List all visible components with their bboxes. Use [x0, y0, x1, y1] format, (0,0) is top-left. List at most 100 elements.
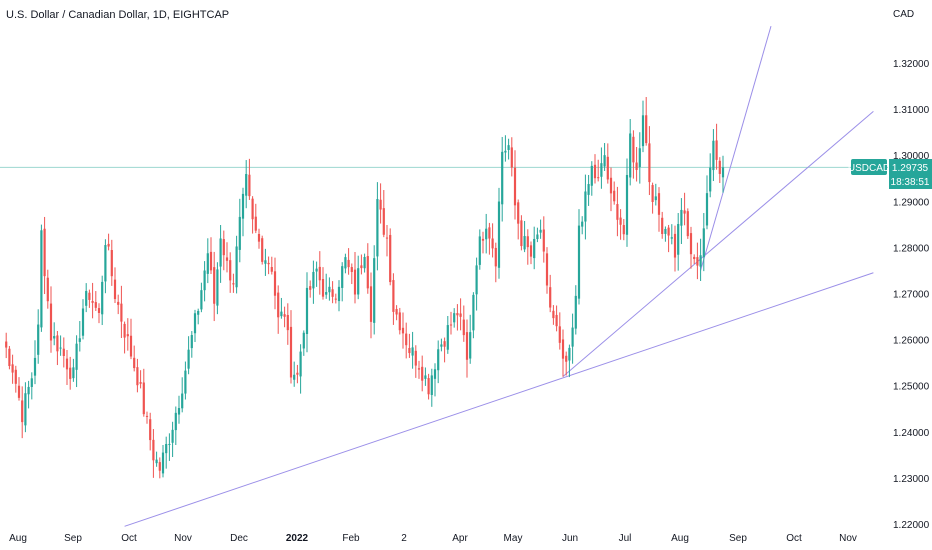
x-tick-label: May [504, 533, 523, 544]
candle [59, 335, 62, 356]
candle [417, 360, 421, 379]
candle [357, 255, 360, 300]
candle [622, 219, 625, 241]
candle [494, 242, 497, 283]
candle [549, 274, 552, 313]
candle [632, 130, 635, 179]
candle [465, 319, 469, 378]
candle [117, 294, 120, 315]
trendline[interactable] [124, 272, 874, 527]
candle [216, 262, 219, 315]
candle [238, 198, 241, 263]
candle [590, 161, 593, 196]
candle [491, 223, 494, 258]
candle [641, 100, 645, 153]
candle [315, 261, 318, 287]
candle [209, 237, 213, 274]
trendline-layer[interactable] [124, 25, 874, 527]
candle [558, 312, 561, 350]
candle [40, 224, 43, 332]
candle [241, 187, 245, 237]
y-tick-label: 1.31000 [893, 105, 930, 116]
candle [539, 219, 542, 239]
candle [395, 305, 398, 321]
candle [427, 373, 430, 400]
candle [382, 190, 385, 238]
candle [197, 308, 200, 325]
candle [53, 322, 56, 346]
candle [523, 220, 526, 253]
candle [651, 182, 654, 214]
candle [11, 354, 14, 384]
candle [299, 344, 302, 394]
candle [600, 147, 603, 189]
candle [27, 380, 30, 409]
candle [581, 216, 584, 235]
candle [273, 257, 277, 310]
candle [533, 226, 536, 270]
candle [245, 160, 248, 209]
candle [689, 226, 693, 269]
candle [190, 331, 193, 358]
time-axis[interactable]: Aug Sep Oct Nov Dec 2022 Feb 2 Apr May Jun Jul Aug Se… [9, 533, 857, 544]
candle [254, 203, 257, 234]
x-tick-label: Dec [230, 533, 248, 544]
candle [145, 411, 149, 424]
y-tick-label: 1.26000 [893, 336, 930, 347]
trendline[interactable] [700, 25, 772, 271]
candle [65, 349, 69, 386]
y-tick-label: 1.25000 [893, 382, 930, 393]
candle [526, 229, 529, 265]
candle [88, 289, 91, 308]
candle [657, 187, 661, 232]
candle [574, 285, 577, 335]
candle [344, 253, 347, 274]
candle [609, 167, 613, 212]
candle [699, 238, 702, 281]
candle [104, 239, 107, 294]
candle [712, 129, 715, 182]
y-tick-label: 1.32000 [893, 59, 930, 70]
candle [555, 305, 558, 332]
candle [715, 123, 718, 170]
candle [430, 368, 433, 407]
candle [401, 312, 405, 349]
candle [101, 275, 104, 326]
candle [248, 158, 251, 200]
candle [481, 231, 485, 254]
candle [235, 235, 238, 294]
candle [257, 228, 261, 249]
candle [277, 285, 280, 334]
candle [152, 429, 155, 478]
candle [193, 309, 197, 342]
price-axis[interactable]: 1.32000 1.31000 1.30000 1.29000 1.28000 1.270… [893, 59, 930, 531]
candle [513, 150, 517, 220]
candle [405, 322, 408, 359]
x-tick-label: 2022 [286, 533, 309, 544]
candle [421, 355, 424, 392]
candle [283, 306, 286, 328]
candle [229, 252, 232, 293]
candle [497, 187, 501, 279]
trendline[interactable] [562, 111, 874, 377]
candle [510, 137, 513, 177]
candle [446, 315, 449, 354]
candle [440, 338, 443, 352]
candle [139, 370, 142, 389]
x-tick-label: Sep [64, 533, 82, 544]
candle [177, 395, 181, 424]
candle [353, 251, 357, 304]
candle [261, 235, 264, 265]
candle [696, 242, 699, 280]
candle [350, 263, 353, 285]
last-price-badge-bg [889, 159, 932, 189]
candle [97, 303, 101, 324]
x-tick-label: 2 [401, 533, 407, 544]
candle [360, 254, 363, 275]
candle [43, 216, 46, 295]
x-tick-label: Oct [121, 533, 137, 544]
x-tick-label: Sep [729, 533, 747, 544]
candle [219, 225, 222, 283]
symbol-badge: USDCAD [848, 163, 890, 174]
